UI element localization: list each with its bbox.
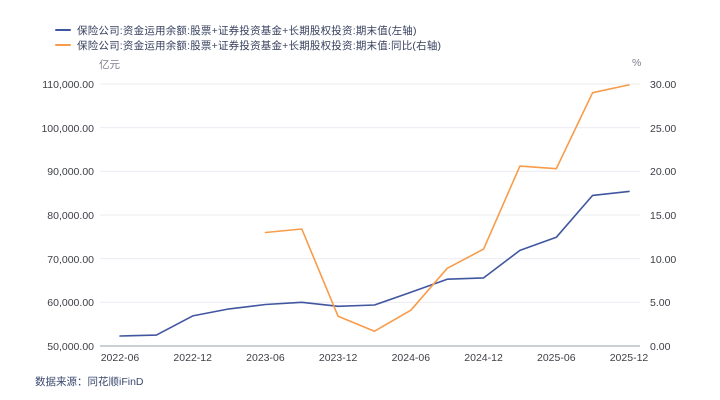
x-axis-tick-label: 2023-12 [318, 352, 358, 364]
legend-label-yoy: 保险公司:资金运用余额:股票+证券投资基金+长期股权投资:期末值:同比(右轴) [77, 39, 442, 52]
left-axis-tick-label: 50,000.00 [47, 341, 94, 353]
right-axis-unit: % [632, 57, 642, 69]
right-axis-tick-label: 0.00 [650, 341, 671, 353]
left-axis-tick-label: 60,000.00 [47, 297, 94, 310]
left-axis-tick-label: 70,000.00 [47, 253, 94, 266]
left-axis-unit: 亿元 [99, 59, 120, 71]
right-axis-tick-label: 15.00 [650, 210, 677, 222]
x-axis-tick-label: 2024-06 [391, 352, 431, 364]
blue-line-swatch-icon [55, 28, 71, 32]
x-axis-tick-label: 2023-06 [246, 352, 285, 364]
data-source-note: 数据来源：同花顺iFinD [35, 376, 144, 388]
left-axis-tick-label: 90,000.00 [47, 166, 94, 179]
x-axis-tick-label: 2025-12 [609, 352, 649, 364]
x-axis-tick-label: 2022-12 [173, 352, 212, 364]
right-axis-tick-label: 30.00 [650, 79, 677, 91]
chart-legend: 保险公司:资金运用余额:股票+证券投资基金+长期股权投资:期末值(左轴) 保险公… [55, 23, 441, 53]
x-axis-tick-label: 2022-06 [100, 352, 140, 364]
legend-item-balance[interactable]: 保险公司:资金运用余额:股票+证券投资基金+长期股权投资:期末值(左轴) [55, 23, 441, 37]
right-axis-tick-label: 5.00 [650, 297, 671, 310]
orange-line-swatch-icon [55, 43, 71, 47]
left-axis-tick-label: 80,000.00 [47, 210, 94, 222]
left-axis-tick-label: 110,000.00 [42, 79, 94, 91]
left-axis-tick-label: 100,000.00 [41, 122, 94, 135]
legend-item-yoy[interactable]: 保险公司:资金运用余额:股票+证券投资基金+长期股权投资:期末值:同比(右轴) [55, 38, 441, 52]
right-axis-tick-label: 20.00 [650, 166, 677, 179]
legend-label-balance: 保险公司:资金运用余额:股票+证券投资基金+长期股权投资:期末值(左轴) [77, 24, 417, 37]
x-axis-tick-label: 2025-06 [537, 352, 576, 364]
right-axis-tick-label: 25.00 [650, 122, 677, 135]
right-axis-tick-label: 10.00 [650, 253, 677, 266]
x-axis-tick-label: 2024-12 [464, 352, 503, 364]
